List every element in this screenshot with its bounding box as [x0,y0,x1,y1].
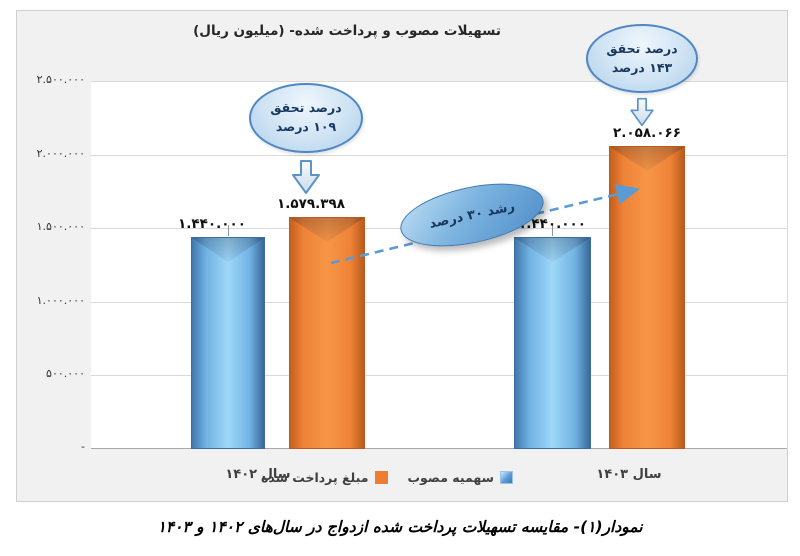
down-arrow-icon [630,97,654,127]
callout-text-line1: درصد تحقق [606,40,678,56]
y-tick-1500000: ۱.۵۰۰.۰۰۰ [36,220,85,233]
bar-bevel [192,238,264,262]
down-arrow-icon [292,160,320,194]
chart-title: تسهیلات مصوب و پرداخت شده- (میلیون ریال) [193,23,501,39]
plot-area [91,81,788,449]
callout-realization-1403: درصد تحقق ۱۴۳ درصد [586,24,698,93]
legend-label-approved: سهمیه مصوب [407,470,494,485]
value-label-approved-1402: ۱.۴۴۰.۰۰۰ [178,216,246,232]
chart-container: تسهیلات مصوب و پرداخت شده- (میلیون ریال)… [16,10,788,502]
callout-text-line2: ۱۴۳ درصد [611,59,673,75]
bar-paid-1402 [289,217,365,449]
bar-bevel [610,147,684,171]
x-axis-line [91,448,787,449]
callout-text-line2: ۱۰۹ درصد [275,119,337,134]
y-tick-1000000: ۱.۰۰۰.۰۰۰ [36,294,85,307]
bar-paid-1403 [609,146,685,449]
x-label-1403: سال ۱۴۰۳ [596,467,662,482]
gridline-2000000 [91,155,787,156]
legend-label-paid: مبلغ پرداخت شده [261,470,369,485]
bar-bevel [515,238,590,262]
y-tick-2000000: ۲.۰۰۰.۰۰۰ [36,147,85,160]
bar-approved-1403 [514,237,591,449]
y-tick-500000: ۵۰۰.۰۰۰ [46,367,85,380]
chart-legend: مبلغ پرداخت شده سهمیه مصوب [261,470,513,485]
callout-text-line1: درصد تحقق [270,100,342,116]
gridline-2500000 [91,81,787,82]
callout-realization-1402: درصد تحقق ۱۰۹ درصد [249,83,363,153]
legend-item-paid: مبلغ پرداخت شده [261,470,388,485]
legend-swatch-orange-icon [374,471,388,484]
gridline-1000000 [91,302,787,303]
label-leader-tick [228,225,229,236]
value-label-paid-1402: ۱.۵۷۹.۳۹۸ [277,196,345,212]
y-tick-2500000: ۲.۵۰۰.۰۰۰ [36,73,85,86]
legend-swatch-blue-icon [499,471,513,484]
x-label-1402: سال ۱۴۰۲ [225,467,291,482]
bar-approved-1402 [191,237,265,449]
gridline-500000 [91,375,787,376]
bar-bevel [290,218,364,242]
legend-item-approved: سهمیه مصوب [408,470,513,485]
figure-caption: نمودار(۱)- مقایسه تسهیلات پرداخت شده ازد… [157,518,643,536]
value-label-paid-1403: ۲.۰۵۸.۰۶۶ [613,125,681,141]
y-tick-zero: - [81,440,85,453]
growth-oval-text: رشد ۳۰ درصد [427,198,517,232]
